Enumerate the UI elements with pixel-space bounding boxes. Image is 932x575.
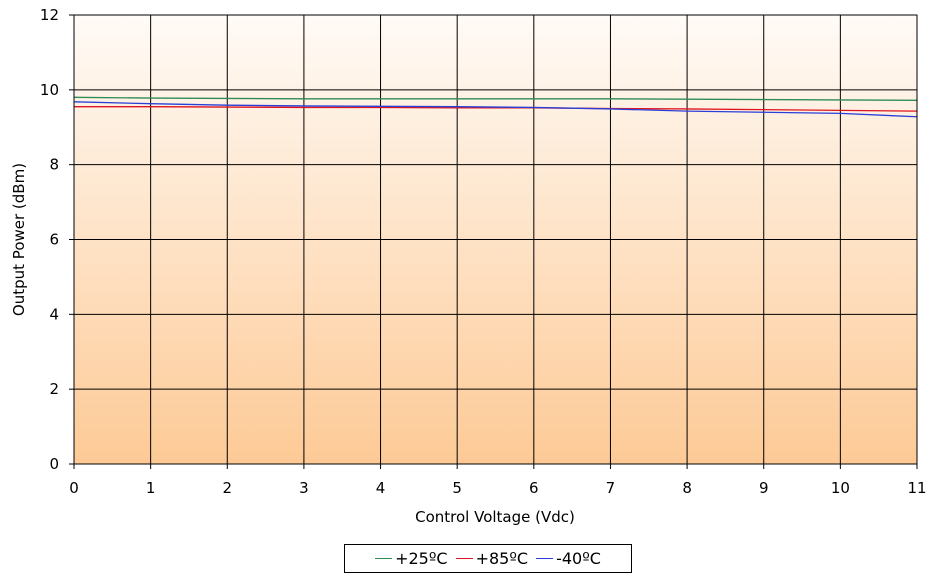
legend-swatch-25c: [375, 558, 393, 559]
y-tick-label: 12: [40, 6, 59, 24]
x-tick-label: 2: [222, 479, 232, 497]
legend-item-minus40c: -40ºC: [536, 549, 601, 568]
x-tick-label: 7: [606, 479, 616, 497]
y-tick-label: 8: [49, 156, 59, 174]
x-tick-label: 1: [146, 479, 156, 497]
legend-swatch-85c: [455, 558, 473, 559]
tick-marks: [69, 14, 918, 469]
y-tick-labels: 0 2 4 6 8 10 12: [40, 6, 59, 473]
legend: +25ºC +85ºC -40ºC: [344, 544, 632, 573]
x-tick-label: 0: [69, 479, 79, 497]
series-line-plus25c: [73, 96, 918, 101]
series-line-plus85c: [74, 106, 918, 112]
y-tick-label: 6: [49, 231, 59, 249]
legend-label-minus40c: -40ºC: [556, 549, 601, 568]
legend-label-85c: +85ºC: [475, 549, 529, 568]
x-tick-label: 4: [376, 479, 386, 497]
y-tick-label: 2: [49, 380, 59, 398]
x-tick-label: 11: [907, 479, 926, 497]
y-axis-title: Output Power (dBm): [10, 163, 28, 316]
legend-item-25c: +25ºC: [375, 549, 448, 568]
x-tick-label: 10: [831, 479, 850, 497]
x-tick-label: 8: [682, 479, 692, 497]
y-tick-label: 10: [40, 81, 59, 99]
series-layer: [73, 96, 918, 118]
x-tick-labels: 0 1 2 3 4 5 6 7 8 9 10 11: [69, 479, 926, 497]
legend-label-25c: +25ºC: [395, 549, 448, 568]
x-axis-title: Control Voltage (Vdc): [415, 508, 575, 526]
y-tick-label: 4: [49, 305, 59, 323]
x-tick-label: 5: [452, 479, 462, 497]
y-tick-label: 0: [49, 455, 59, 473]
x-tick-label: 9: [759, 479, 769, 497]
series-line-minus40c: [73, 101, 918, 118]
legend-item-85c: +85ºC: [455, 549, 529, 568]
x-tick-label: 6: [529, 479, 539, 497]
legend-swatch-minus40c: [536, 558, 554, 559]
x-tick-label: 3: [299, 479, 309, 497]
